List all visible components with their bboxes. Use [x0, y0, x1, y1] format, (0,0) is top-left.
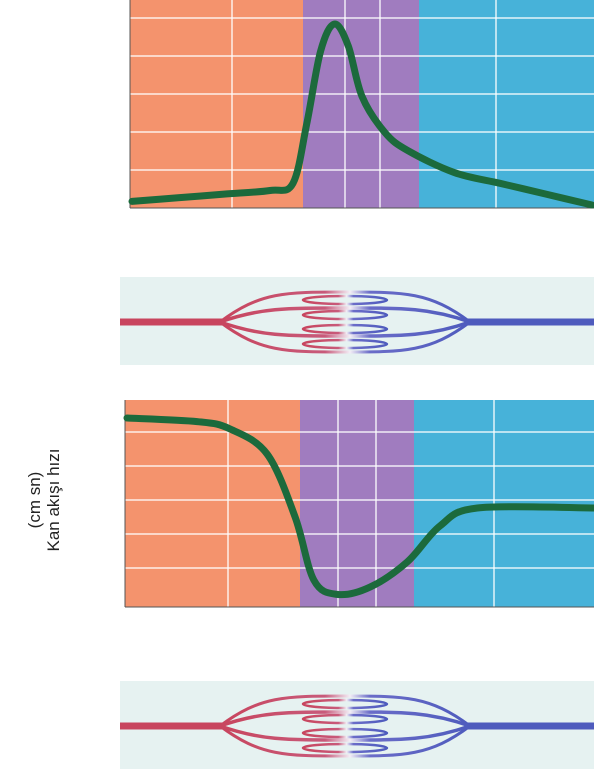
capillary-branch	[219, 320, 471, 354]
capillary-loop	[301, 294, 389, 306]
capillary-loop	[301, 727, 389, 739]
velocity-curve-top	[128, 20, 594, 209]
vessel-network-bottom	[120, 681, 594, 769]
capillary-loop	[301, 713, 389, 725]
capillaries-region	[303, 0, 419, 208]
arteries-region	[125, 400, 300, 607]
capillary-branch	[219, 290, 471, 324]
veins-region	[419, 0, 594, 208]
capillary-branch	[219, 694, 471, 728]
capillary-network-diagram-icon	[120, 290, 594, 354]
top-chart	[128, 0, 594, 209]
capillary-branch	[219, 710, 471, 728]
capillary-loop	[301, 742, 389, 754]
capillary-loop	[301, 698, 389, 710]
velocity-curve-bottom	[123, 414, 594, 599]
capillary-loop	[301, 309, 389, 321]
capillary-branch	[219, 306, 471, 324]
capillary-branch	[219, 320, 471, 338]
arteries-region	[130, 0, 303, 208]
vessel-network-top	[120, 277, 594, 365]
grid-lines	[125, 400, 594, 607]
bottom-chart	[123, 400, 594, 608]
capillary-loop	[301, 338, 389, 350]
y-axis-unit: (cm sn)	[25, 471, 44, 529]
capillary-branch	[219, 724, 471, 742]
capillary-loop	[301, 323, 389, 335]
capillaries-region	[300, 400, 414, 607]
y-axis-title: Kan akışı hızı	[44, 448, 63, 552]
capillary-branch	[219, 724, 471, 758]
capillary-network-diagram-icon	[120, 694, 594, 758]
